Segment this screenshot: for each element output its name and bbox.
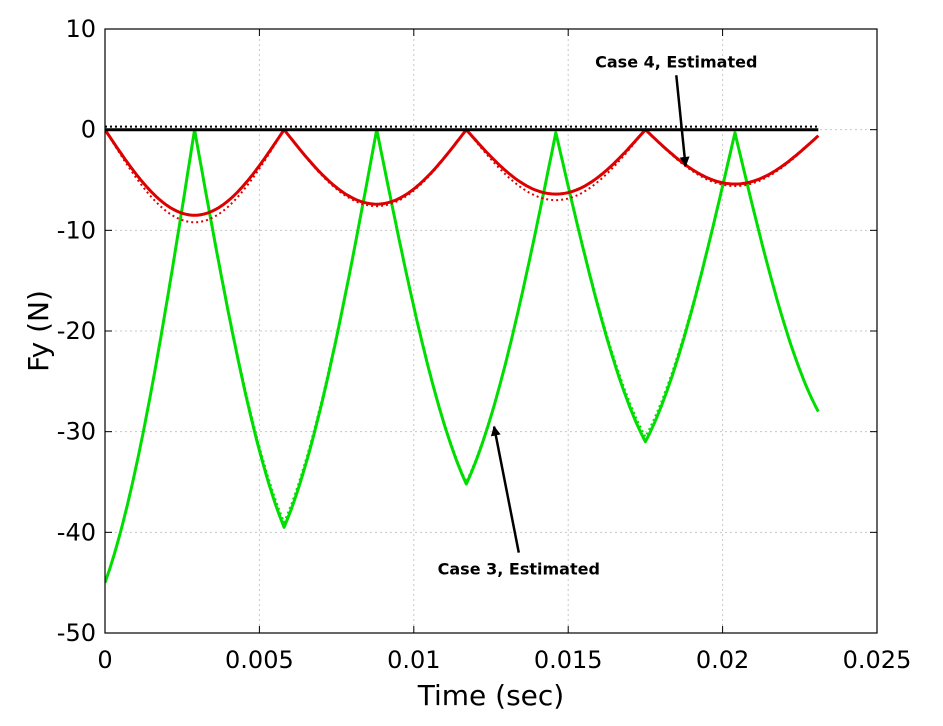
y-tick-label: -50 bbox=[57, 619, 96, 647]
annotation-label: Case 3, Estimated bbox=[438, 560, 600, 579]
x-tick-label: 0 bbox=[97, 646, 112, 674]
series-line-1 bbox=[105, 128, 820, 584]
series-line-3 bbox=[105, 128, 819, 224]
annotation-label: Case 4, Estimated bbox=[595, 52, 757, 71]
y-tick-label: -10 bbox=[57, 216, 96, 244]
x-tick-label: 0.025 bbox=[843, 646, 912, 674]
y-axis-label: Fy (N) bbox=[22, 290, 55, 372]
annotation-arrow bbox=[675, 75, 690, 167]
annotations: Case 4, Estimated Case 3, Estimated bbox=[438, 52, 758, 578]
y-tick-label: 0 bbox=[81, 116, 96, 144]
y-tick-label: -20 bbox=[57, 317, 96, 345]
y-tick-label: -30 bbox=[57, 418, 96, 446]
annotation-arrow bbox=[490, 425, 521, 553]
x-tick-label: 0.005 bbox=[225, 646, 294, 674]
x-tick-label: 0.015 bbox=[534, 646, 603, 674]
y-tick-label: -40 bbox=[57, 518, 96, 546]
x-axis-label: Time (sec) bbox=[417, 679, 564, 712]
ticks: 0 0.005 0.01 0.015 0.02 0.025 10 0 -10 -20 -30 -40 -… bbox=[57, 15, 912, 674]
x-tick-label: 0.02 bbox=[696, 646, 749, 674]
y-tick-label: 10 bbox=[65, 15, 96, 43]
x-tick-label: 0.01 bbox=[387, 646, 440, 674]
series-group bbox=[105, 125, 820, 584]
